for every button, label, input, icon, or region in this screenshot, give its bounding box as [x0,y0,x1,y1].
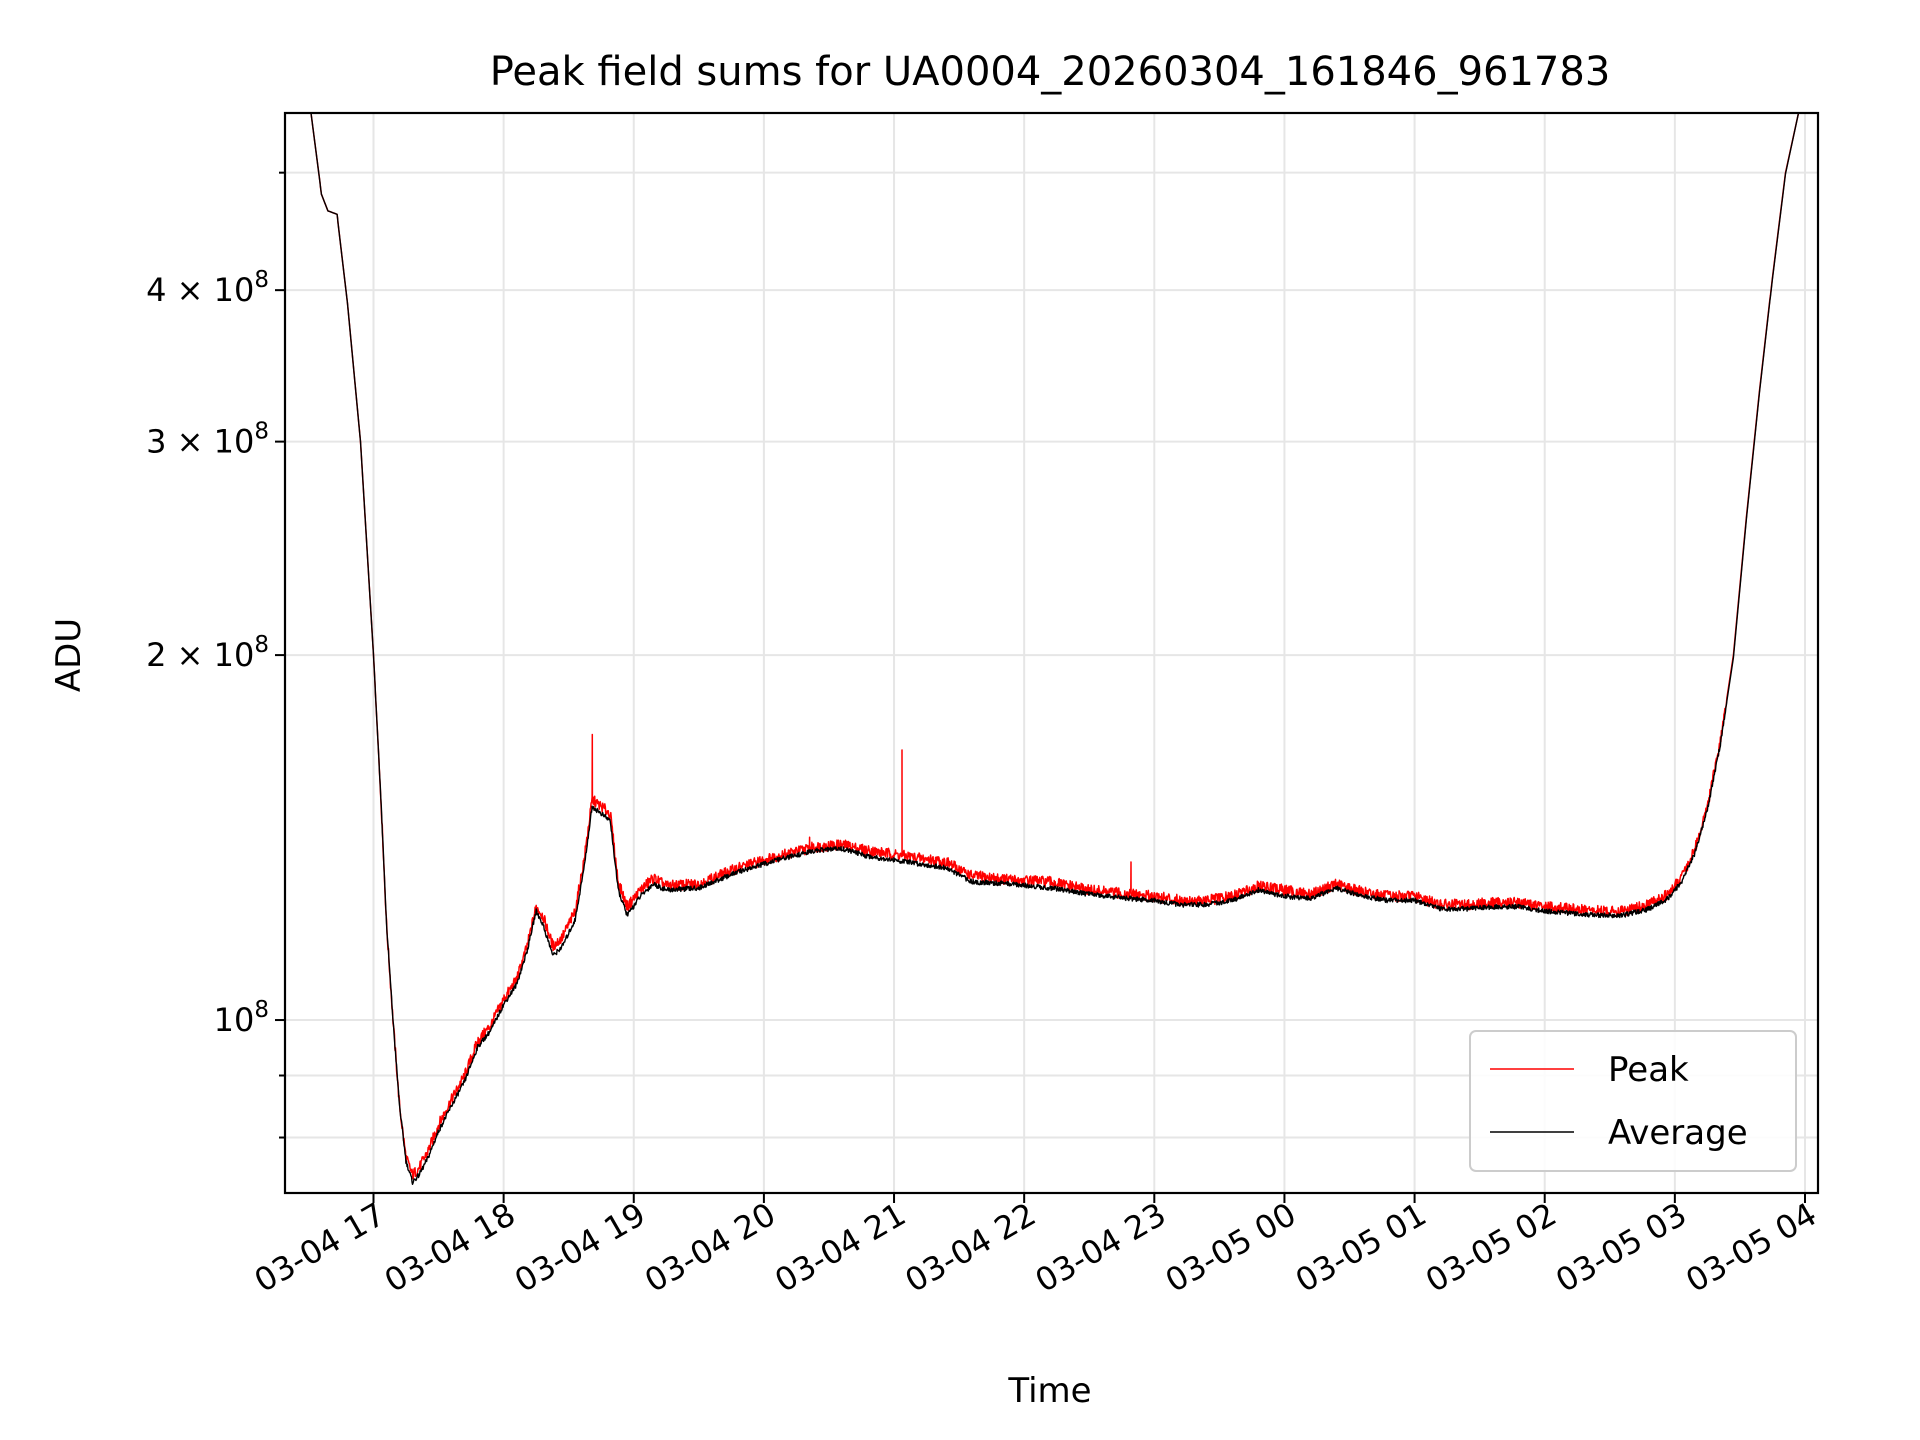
y-axis: 108 2 × 108 3 × 108 4 × 108 [146,171,285,1139]
y-tick-label: 2 × 108 [146,632,269,674]
y-tick-label: 3 × 108 [146,419,269,461]
legend: Peak Average [1469,1030,1797,1172]
y-tick-label: 108 [214,997,269,1039]
y-tick-label: 4 × 108 [146,267,269,309]
x-axis-label: Time [1007,1371,1091,1411]
chart-title: Peak field sums for UA0004_20260304_1618… [490,49,1611,95]
legend-box [1469,1030,1797,1172]
series-line-average [310,113,1800,1185]
series-layer [310,113,1800,1185]
plot-frame [283,111,1820,1195]
legend-label-average: Average [1608,1113,1748,1153]
grid [285,113,1818,1193]
legend-label-peak: Peak [1608,1050,1689,1090]
y-axis-label: ADU [49,618,89,692]
